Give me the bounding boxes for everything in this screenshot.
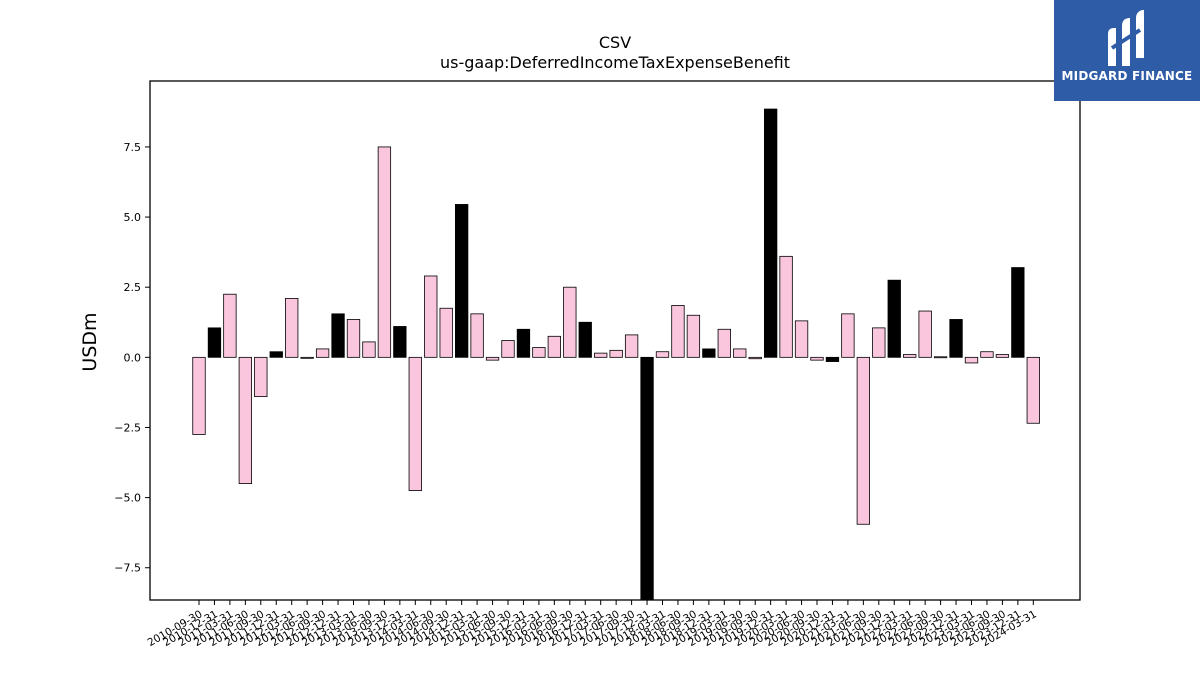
bar-2023-12-31 [1011, 267, 1025, 358]
bar-2011-03-31 [223, 293, 237, 358]
bar-2019-12-31 [764, 108, 778, 358]
bar-2020-06-30 [794, 320, 809, 358]
bar-2023-06-30 [980, 351, 994, 358]
bar-2011-06-30 [238, 356, 253, 484]
bar-2021-09-30 [872, 327, 886, 358]
plot-frame [149, 80, 1081, 601]
x-axis-ticks: 2010-09-302010-12-312011-03-312011-06-30… [146, 600, 1039, 649]
bar-2023-03-31 [964, 356, 979, 364]
bar-2017-12-31 [640, 356, 654, 601]
bar-2021-06-30 [856, 356, 870, 525]
bar-2013-03-31 [346, 319, 361, 358]
bar-2010-09-30 [192, 356, 206, 435]
bar-2019-09-30 [748, 356, 762, 360]
bar-2015-12-31 [516, 328, 531, 358]
bar-2019-06-30 [733, 348, 747, 358]
bar-2018-06-30 [671, 305, 685, 358]
bar-2023-09-30 [995, 354, 1010, 358]
y-tick-label: 0.0 [124, 351, 142, 364]
y-axis-ticks: −7.5 −5.0 −2.5 0.0 2.5 5.0 7.5 [114, 141, 150, 575]
bar-2013-06-30 [362, 341, 376, 358]
bar-2019-03-31 [717, 328, 731, 358]
bar-2010-12-31 [207, 327, 222, 358]
bar-2012-09-30 [315, 348, 330, 358]
bar-2012-03-31 [285, 298, 299, 358]
bar-2013-12-31 [393, 326, 407, 358]
bar-2012-12-31 [331, 313, 345, 358]
y-tick-label: 2.5 [124, 281, 142, 294]
y-tick-label: −5.0 [114, 492, 141, 505]
bar-2015-09-30 [501, 340, 515, 358]
brand-name: MIDGARD FINANCE [1061, 69, 1193, 83]
bar-2016-03-31 [532, 347, 546, 358]
bar-2022-06-30 [918, 310, 932, 358]
bar-2014-03-31 [408, 356, 422, 491]
bar-2016-06-30 [547, 335, 561, 358]
bar-2018-03-31 [655, 351, 670, 358]
bar-2018-12-31 [702, 348, 716, 358]
bar-2018-09-30 [686, 314, 701, 358]
bar-2014-09-30 [439, 307, 453, 358]
y-axis-label: USDm [79, 312, 101, 371]
bar-2021-12-31 [887, 279, 901, 358]
bar-2017-06-30 [609, 349, 623, 358]
bar-2012-06-30 [300, 356, 314, 359]
bar-2017-03-31 [594, 352, 608, 358]
bars-layer [192, 108, 1040, 601]
bar-2015-03-31 [470, 313, 484, 358]
bar-2024-03-31 [1026, 356, 1040, 424]
bar-2020-12-31 [825, 356, 840, 362]
bar-2015-06-30 [485, 356, 500, 361]
y-tick-label: 5.0 [124, 211, 142, 224]
y-tick-label: −7.5 [114, 562, 141, 575]
bar-2020-03-31 [779, 255, 793, 358]
bar-2014-06-30 [424, 275, 438, 358]
bar-2016-12-31 [578, 321, 592, 358]
chart-subtitle: us-gaap:DeferredIncomeTaxExpenseBenefit [440, 53, 790, 72]
bar-2022-03-31 [903, 354, 917, 358]
bar-2016-09-30 [563, 286, 577, 358]
bar-2022-12-31 [949, 319, 963, 358]
midgard-logo-icon [1108, 10, 1144, 66]
chart-title: CSV [599, 33, 631, 52]
bar-2014-12-31 [454, 204, 469, 358]
bar-2013-09-30 [377, 146, 392, 358]
bar-2017-09-30 [624, 334, 639, 358]
bar-2011-09-30 [254, 356, 268, 398]
bar-2020-09-30 [810, 356, 824, 361]
bar-2022-09-30 [933, 356, 948, 359]
y-tick-label: −2.5 [114, 421, 141, 434]
y-tick-label: 7.5 [124, 141, 142, 154]
brand-logo: MIDGARD FINANCE [1054, 0, 1200, 101]
bar-2011-12-31 [269, 351, 283, 358]
bar-2021-03-31 [841, 313, 855, 358]
